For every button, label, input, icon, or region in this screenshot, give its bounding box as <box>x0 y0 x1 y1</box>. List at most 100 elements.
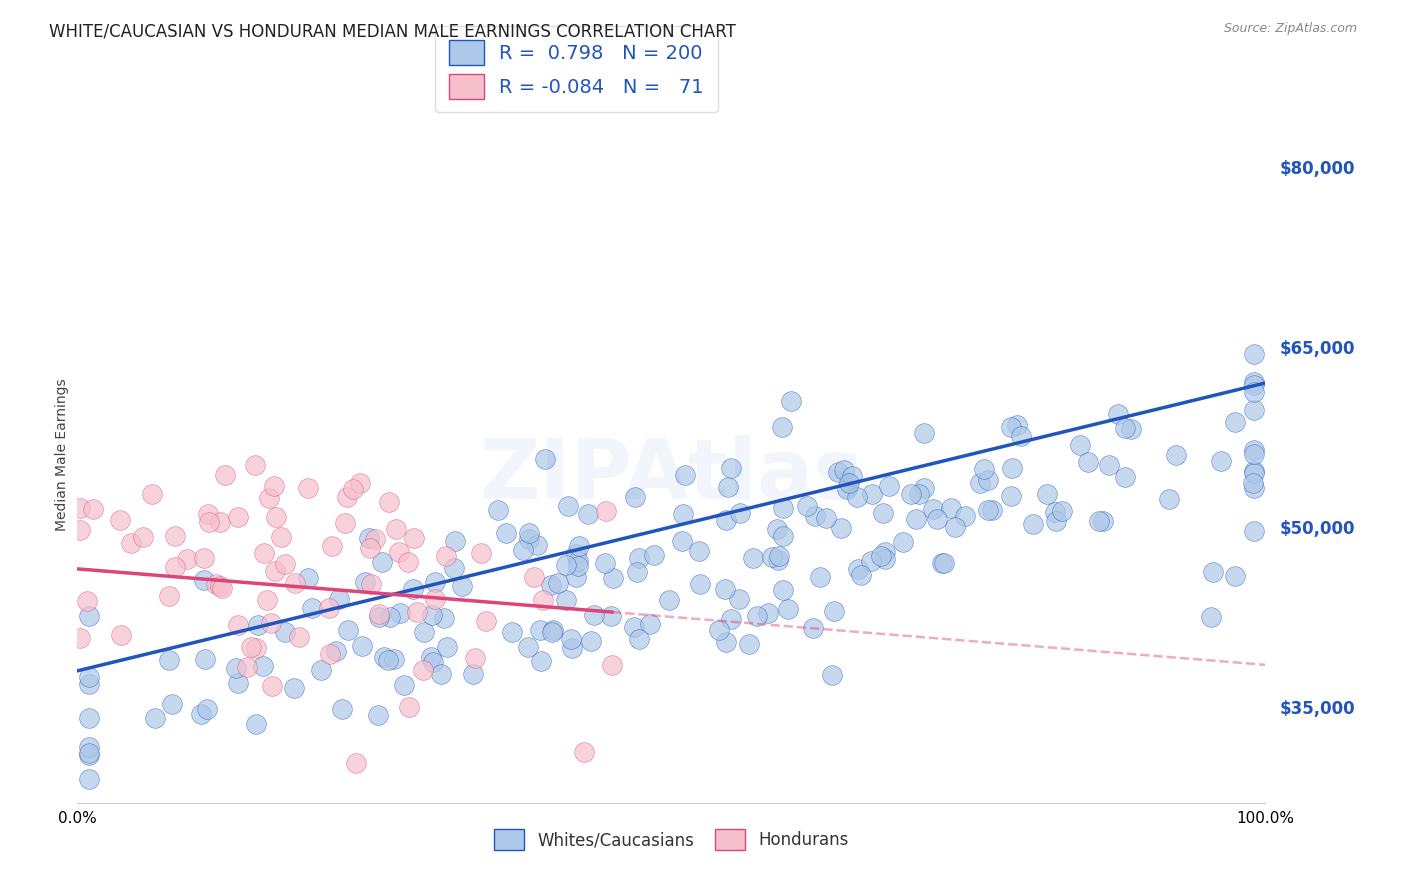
Point <box>328 592 350 607</box>
Point <box>568 539 591 553</box>
Point <box>226 675 249 690</box>
Point <box>838 476 860 491</box>
Point <box>602 571 624 585</box>
Point <box>208 515 231 529</box>
Point <box>378 495 401 509</box>
Point <box>402 531 425 545</box>
Point <box>567 558 589 573</box>
Point <box>257 491 280 505</box>
Point <box>943 520 966 534</box>
Point <box>583 608 606 623</box>
Point <box>252 659 274 673</box>
Point <box>1107 407 1129 421</box>
Point <box>796 499 818 513</box>
Point <box>761 549 783 564</box>
Point <box>433 611 456 625</box>
Point <box>1022 517 1045 532</box>
Point <box>501 624 523 639</box>
Point <box>77 677 100 691</box>
Point <box>342 482 364 496</box>
Point <box>922 501 945 516</box>
Point <box>560 632 582 646</box>
Point <box>157 589 180 603</box>
Point <box>336 491 359 505</box>
Point <box>1114 421 1136 435</box>
Point <box>377 653 399 667</box>
Point <box>554 592 576 607</box>
Point <box>336 623 359 637</box>
Point <box>1243 402 1265 417</box>
Point <box>554 558 576 572</box>
Point <box>623 490 645 504</box>
Point <box>394 678 416 692</box>
Point <box>827 465 849 479</box>
Point <box>368 607 391 621</box>
Point <box>287 630 309 644</box>
Point <box>464 651 486 665</box>
Point <box>1077 455 1099 469</box>
Point <box>941 500 963 515</box>
Point <box>643 548 665 562</box>
Point <box>772 529 794 543</box>
Text: WHITE/CAUCASIAN VS HONDURAN MEDIAN MALE EARNINGS CORRELATION CHART: WHITE/CAUCASIAN VS HONDURAN MEDIAN MALE … <box>49 22 737 40</box>
Point <box>727 591 749 606</box>
Point <box>204 577 226 591</box>
Point <box>110 628 132 642</box>
Point <box>832 463 855 477</box>
Point <box>1045 514 1067 528</box>
Point <box>388 545 411 559</box>
Point <box>332 702 354 716</box>
Point <box>422 655 444 669</box>
Point <box>398 700 420 714</box>
Point <box>814 511 837 525</box>
Point <box>1001 461 1024 475</box>
Point <box>517 640 540 655</box>
Point <box>907 487 929 501</box>
Point <box>745 609 768 624</box>
Text: Source: ZipAtlas.com: Source: ZipAtlas.com <box>1223 22 1357 36</box>
Point <box>673 468 696 483</box>
Point <box>176 551 198 566</box>
Point <box>264 564 287 578</box>
Point <box>716 513 738 527</box>
Point <box>1243 464 1265 478</box>
Point <box>720 612 742 626</box>
Point <box>1243 378 1265 392</box>
Point <box>211 581 233 595</box>
Point <box>905 512 928 526</box>
Point <box>163 529 186 543</box>
Point <box>194 651 217 665</box>
Point <box>925 512 948 526</box>
Point <box>977 473 1000 487</box>
Point <box>226 510 249 524</box>
Point <box>364 533 387 547</box>
Point <box>263 479 285 493</box>
Point <box>214 468 236 483</box>
Point <box>270 530 292 544</box>
Point <box>384 522 406 536</box>
Point <box>297 571 319 585</box>
Point <box>849 568 872 582</box>
Point <box>461 666 484 681</box>
Point <box>443 561 465 575</box>
Point <box>1241 475 1264 490</box>
Point <box>436 640 458 654</box>
Point <box>352 639 374 653</box>
Point <box>1166 448 1188 462</box>
Point <box>547 575 569 590</box>
Point <box>1050 504 1073 518</box>
Point <box>77 746 100 760</box>
Point <box>658 593 681 607</box>
Point <box>595 556 617 570</box>
Point <box>245 641 267 656</box>
Point <box>368 610 391 624</box>
Point <box>717 480 740 494</box>
Point <box>823 604 845 618</box>
Point <box>1092 514 1115 528</box>
Point <box>873 551 896 566</box>
Point <box>672 507 695 521</box>
Point <box>517 532 540 546</box>
Point <box>209 579 232 593</box>
Point <box>359 541 381 555</box>
Y-axis label: Median Male Earnings: Median Male Earnings <box>55 378 69 532</box>
